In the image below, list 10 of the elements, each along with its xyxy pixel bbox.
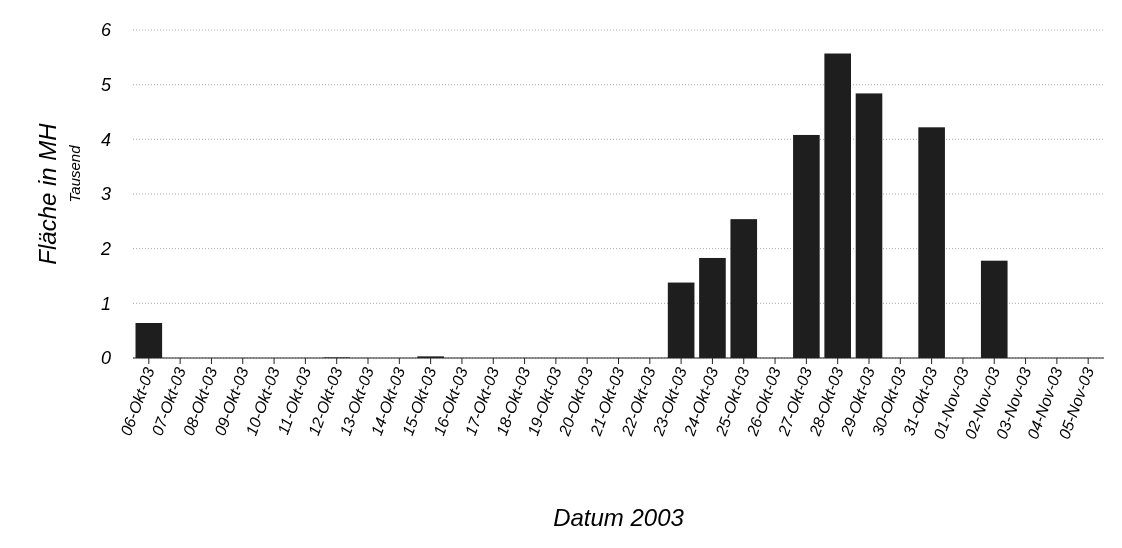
y-tick-label: 1	[100, 293, 111, 314]
x-axis-title: Datum 2003	[553, 504, 685, 531]
text: Tausend	[66, 144, 83, 203]
y-tick-label: 4	[100, 129, 111, 150]
y-tick-label: 2	[99, 238, 111, 259]
y-tick-label: 6	[100, 20, 112, 41]
y-tick-label: 3	[100, 184, 111, 205]
y-tick-label: 0	[100, 348, 111, 369]
y-tick-label: 5	[100, 74, 112, 95]
y-axis-title: Fläche in MH	[34, 122, 61, 265]
